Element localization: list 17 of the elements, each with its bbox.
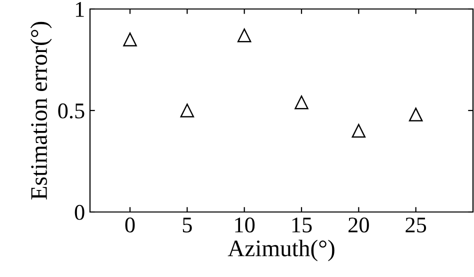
x-tick-label: 0 [125, 218, 135, 232]
point [237, 28, 252, 42]
x-tick-label: 15 [292, 218, 312, 232]
x-tick-label: 5 [182, 218, 192, 232]
point [123, 32, 137, 46]
y-axis-title: Estimation error(°) [30, 22, 52, 200]
x-tick-label: 10 [235, 218, 255, 232]
point [180, 104, 194, 118]
y-tick-label: 1 [76, 2, 84, 17]
x-tick-label: 25 [406, 218, 426, 232]
y-tick-label: 0 [74, 204, 84, 220]
x-tick-label: 20 [348, 218, 369, 232]
y-tick-label: 0.5 [58, 103, 84, 119]
point [408, 108, 423, 122]
x-axis-title: Azimuth(°) [228, 240, 334, 262]
point [294, 96, 308, 110]
point [352, 124, 366, 138]
